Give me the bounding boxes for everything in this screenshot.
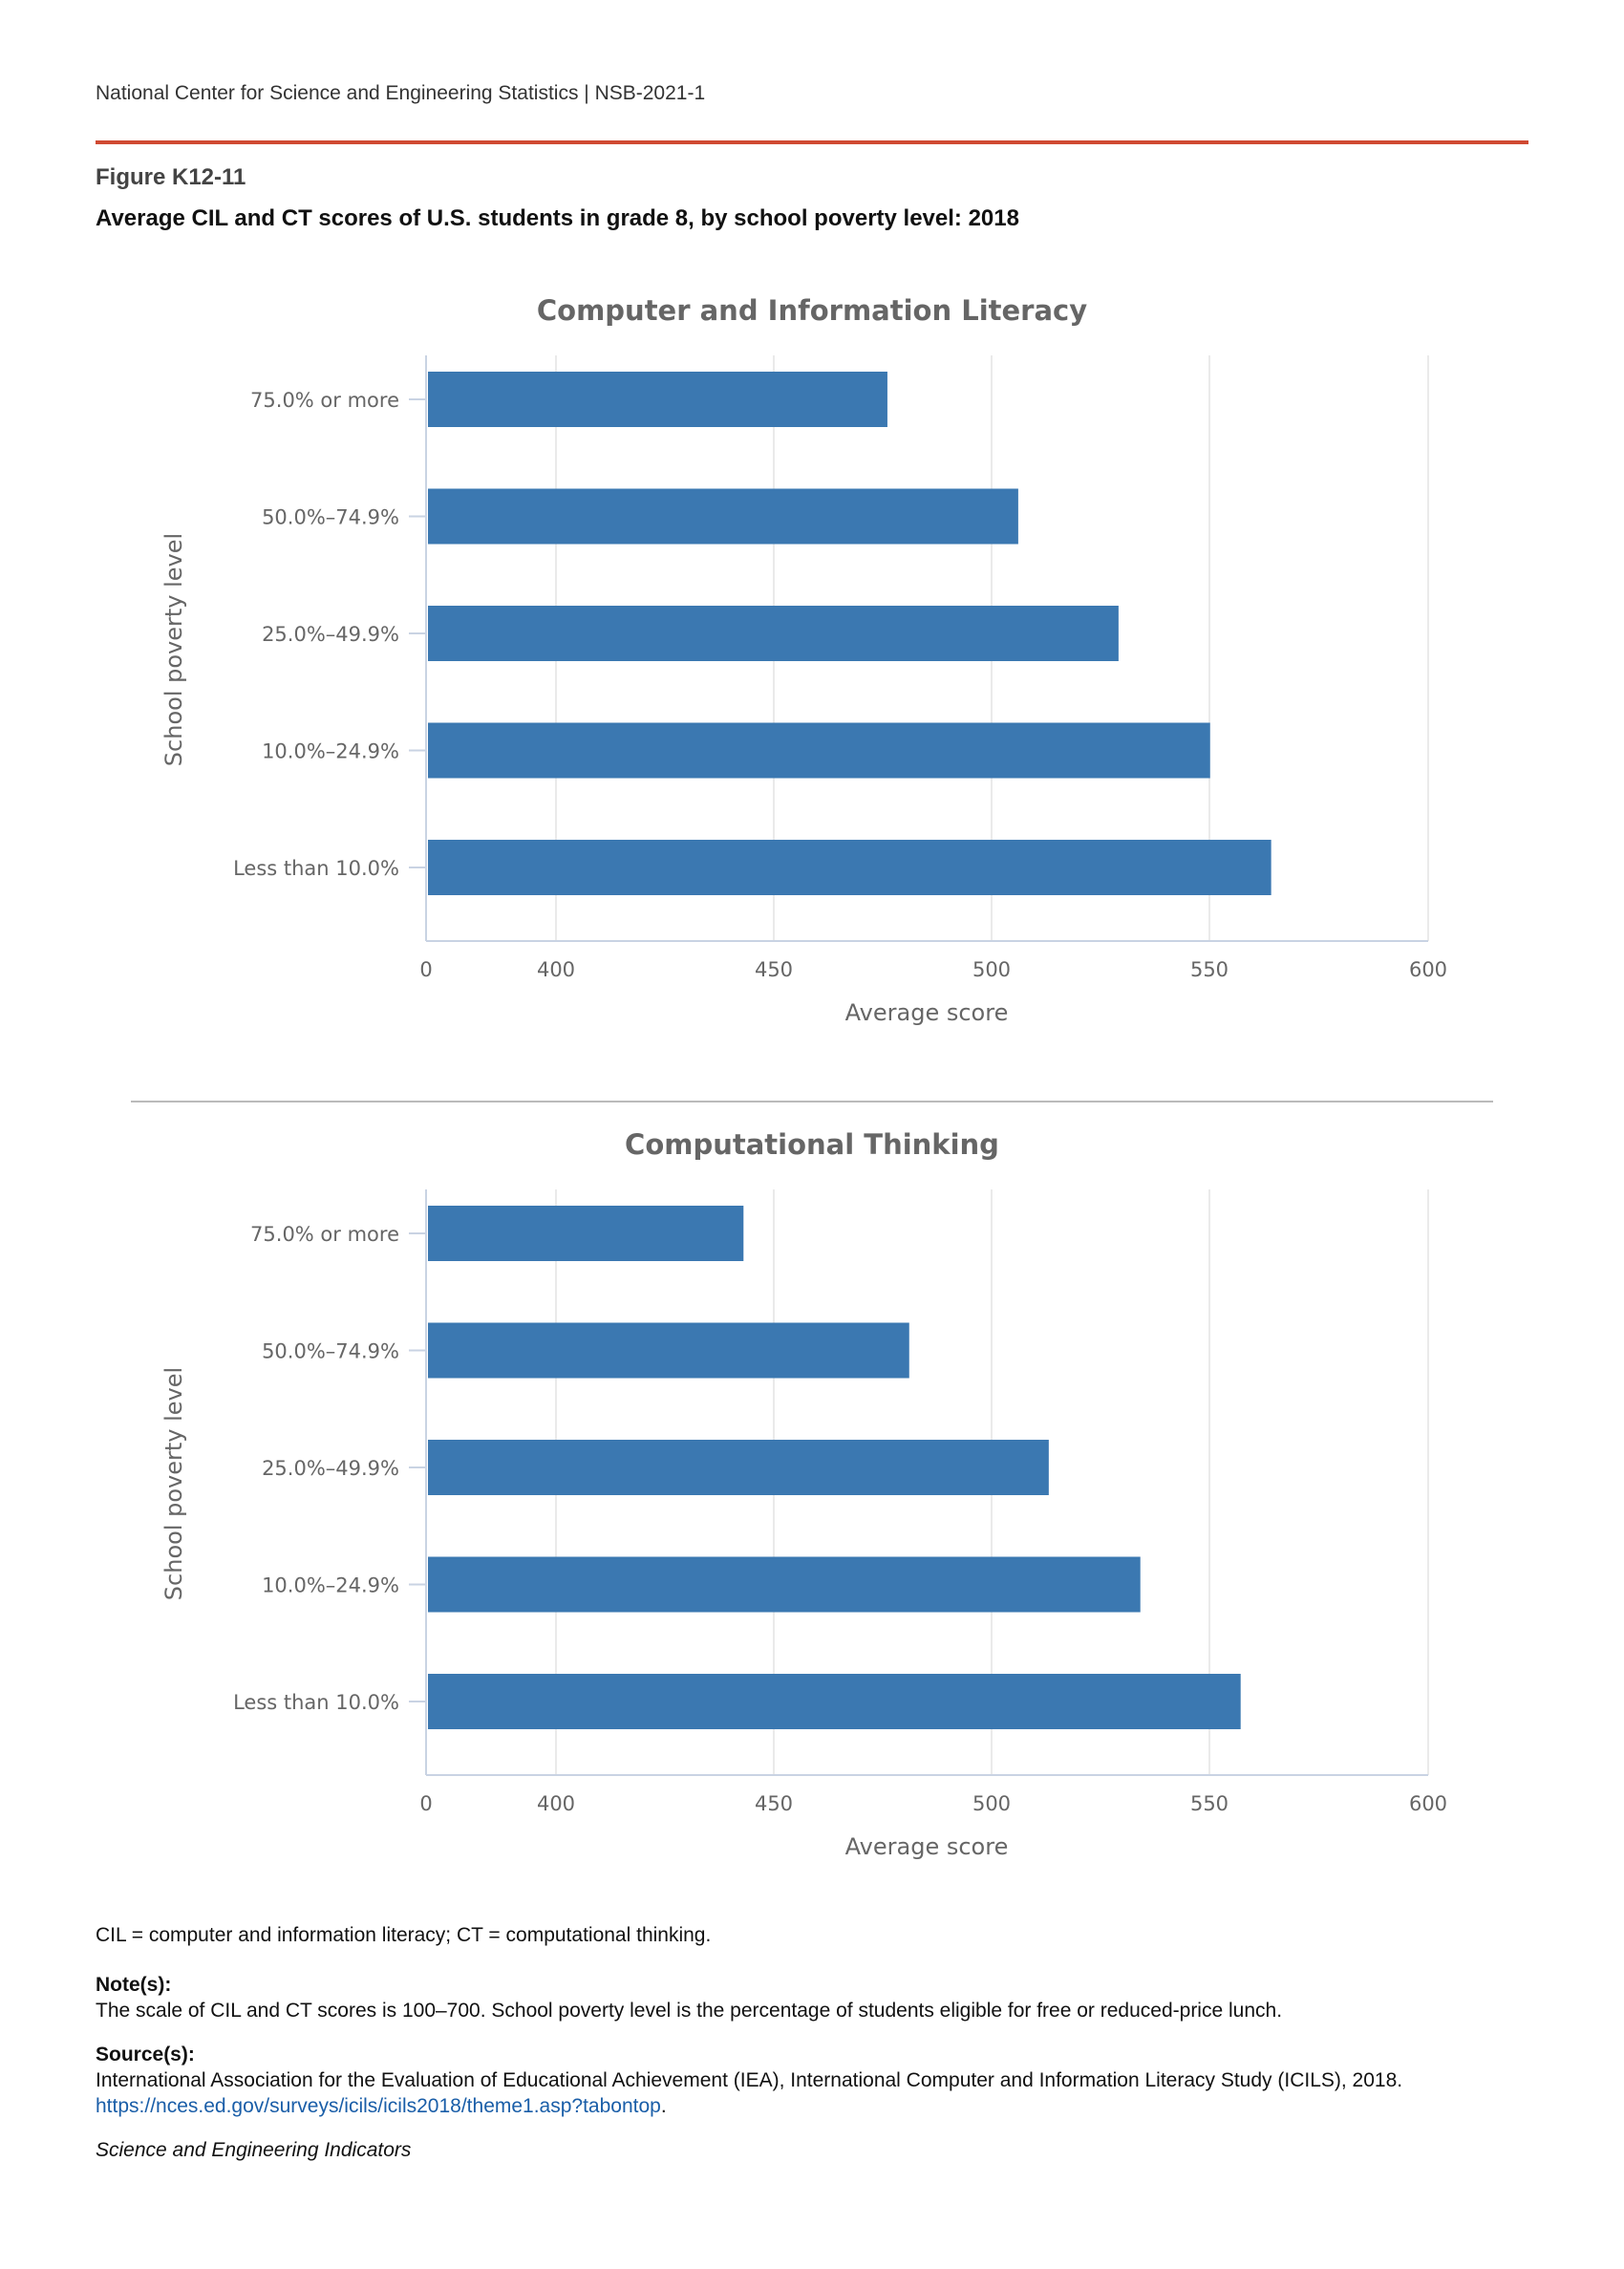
chart-title: Computational Thinking bbox=[625, 1128, 999, 1161]
x-tick-label-500: 500 bbox=[972, 958, 1011, 981]
y-tick-label-less-than-10-0: Less than 10.0% bbox=[233, 1691, 399, 1714]
x-tick-label-450: 450 bbox=[755, 1792, 793, 1815]
y-tick-label-75-0-or-more: 75.0% or more bbox=[250, 389, 399, 412]
y-tick-label-50-0-74-9: 50.0%–74.9% bbox=[262, 506, 399, 529]
sources-section: Source(s): International Association for… bbox=[96, 2042, 1528, 2119]
header-rule bbox=[96, 140, 1528, 144]
y-tick-label-25-0-49-9: 25.0%–49.9% bbox=[262, 623, 399, 646]
sources-text: International Association for the Evalua… bbox=[96, 2069, 1403, 2091]
sources-link[interactable]: https://nces.ed.gov/surveys/icils/icils2… bbox=[96, 2095, 661, 2117]
bar-75-0-or-more bbox=[428, 372, 887, 427]
y-axis-label: School poverty level bbox=[160, 1367, 187, 1600]
x-tick-label-0: 0 bbox=[419, 1792, 432, 1815]
chart-divider bbox=[131, 1101, 1493, 1102]
x-tick-label-600: 600 bbox=[1409, 1792, 1447, 1815]
figure-label: Figure K12-11 bbox=[96, 164, 246, 190]
x-tick-label-550: 550 bbox=[1190, 958, 1229, 981]
bar-75-0-or-more bbox=[428, 1206, 744, 1261]
y-tick-label-10-0-24-9: 10.0%–24.9% bbox=[262, 1574, 399, 1597]
y-tick-label-10-0-24-9: 10.0%–24.9% bbox=[262, 740, 399, 763]
x-tick-label-550: 550 bbox=[1190, 1792, 1229, 1815]
y-tick-label-less-than-10-0: Less than 10.0% bbox=[233, 857, 399, 880]
bar-10-0-24-9 bbox=[428, 722, 1210, 779]
x-tick-label-600: 600 bbox=[1409, 958, 1447, 981]
ct-chart: Computational Thinking 75.0% or more 50.0%… bbox=[160, 1128, 1447, 1860]
abbreviations-note: CIL = computer and information literacy;… bbox=[96, 1924, 712, 1946]
bar-10-0-24-9 bbox=[428, 1556, 1141, 1613]
y-axis-label: School poverty level bbox=[160, 533, 187, 766]
x-axis-label: Average score bbox=[845, 999, 1009, 1026]
series-name: Science and Engineering Indicators bbox=[96, 2139, 412, 2161]
notes-label: Note(s): bbox=[96, 1974, 172, 1996]
x-axis-label: Average score bbox=[845, 1833, 1009, 1860]
sources-label: Source(s): bbox=[96, 2044, 195, 2066]
x-tick-label-400: 400 bbox=[537, 1792, 575, 1815]
cil-chart: Computer and Information Literacy 75.0% o… bbox=[160, 294, 1447, 1026]
y-tick-label-75-0-or-more: 75.0% or more bbox=[250, 1223, 399, 1246]
bar-25-0-49-9 bbox=[428, 1440, 1049, 1495]
figure-title: Average CIL and CT scores of U.S. studen… bbox=[96, 205, 1019, 231]
bar-25-0-49-9 bbox=[428, 606, 1119, 661]
bar-50-0-74-9 bbox=[428, 488, 1018, 545]
x-tick-label-0: 0 bbox=[419, 958, 432, 981]
sources-link-suffix: . bbox=[660, 2095, 667, 2117]
chart-title: Computer and Information Literacy bbox=[537, 294, 1087, 327]
report-header: National Center for Science and Engineer… bbox=[96, 82, 706, 104]
sources-link-line: https://nces.ed.gov/surveys/icils/icils2… bbox=[96, 2093, 1528, 2119]
x-tick-label-500: 500 bbox=[972, 1792, 1011, 1815]
x-tick-label-450: 450 bbox=[755, 958, 793, 981]
y-tick-label-50-0-74-9: 50.0%–74.9% bbox=[262, 1340, 399, 1363]
notes-text: The scale of CIL and CT scores is 100–70… bbox=[96, 2000, 1283, 2022]
bar-less-than-10-0 bbox=[428, 840, 1271, 895]
bar-50-0-74-9 bbox=[428, 1322, 909, 1379]
y-tick-label-25-0-49-9: 25.0%–49.9% bbox=[262, 1457, 399, 1480]
bar-less-than-10-0 bbox=[428, 1674, 1241, 1729]
notes-section: Note(s): The scale of CIL and CT scores … bbox=[96, 1972, 1528, 2023]
x-tick-label-400: 400 bbox=[537, 958, 575, 981]
